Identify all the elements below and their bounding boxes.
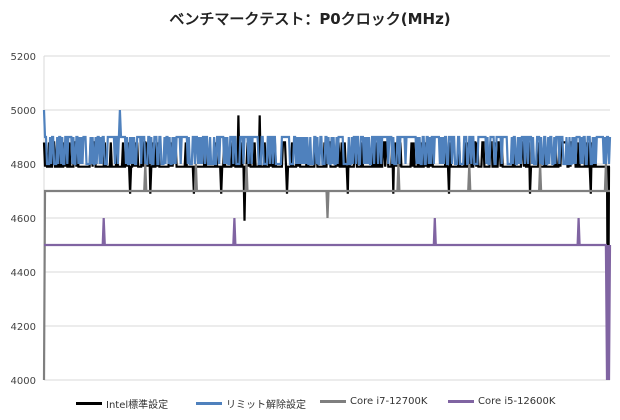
legend-item: Core i7-12700K [320, 396, 427, 407]
y-tick-label: 5000 [11, 106, 36, 117]
y-tick-label: 4800 [11, 160, 36, 171]
legend-swatch [448, 400, 474, 403]
legend-swatch [196, 402, 222, 405]
legend-label: Core i5-12600K [478, 396, 556, 407]
series-line-1 [42, 109, 612, 166]
legend-label: Core i7-12700K [350, 396, 428, 407]
legend-swatch [76, 402, 102, 405]
legend: Intel標準設定 リミット解除設定 Core i7-12700K Core i5-1… [0, 396, 620, 416]
y-tick-label: 4600 [11, 214, 36, 225]
legend-item: Core i5-12600K [448, 396, 555, 407]
y-tick-label: 4400 [11, 268, 36, 279]
legend-item: リミット解除設定 [196, 396, 306, 411]
chart-title: ベンチマークテスト：P0クロック(MHz) [169, 10, 451, 28]
legend-item: Intel標準設定 [76, 396, 168, 411]
series-line-3 [44, 217, 612, 381]
y-tick-label: 4000 [11, 376, 36, 387]
series-lines [42, 109, 612, 381]
y-tick-label: 5200 [11, 52, 36, 63]
y-tick-label: 4200 [11, 322, 36, 333]
legend-label: Intel標準設定 [106, 400, 169, 411]
y-tick-labels: 4000 4200 4400 4600 4800 5000 5200 [11, 52, 36, 387]
legend-label: リミット解除設定 [226, 400, 306, 411]
legend-swatch [320, 400, 346, 403]
series-line-2 [42, 163, 610, 381]
